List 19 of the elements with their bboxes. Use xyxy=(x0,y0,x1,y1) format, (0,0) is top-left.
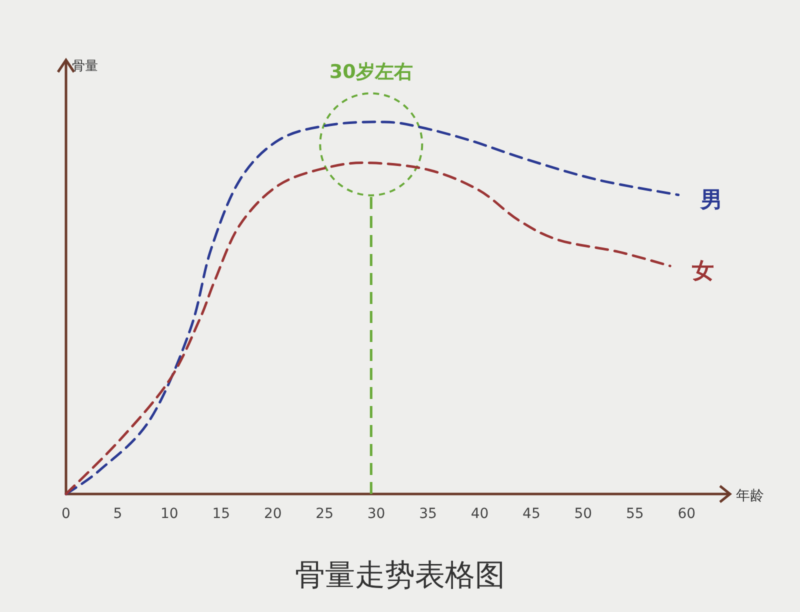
x-tick-label: 45 xyxy=(522,506,540,522)
x-tick-label: 55 xyxy=(626,506,644,522)
x-tick-label: 25 xyxy=(316,506,334,522)
x-axis-title: 年龄 xyxy=(736,488,764,504)
x-tick-label: 60 xyxy=(678,506,696,522)
series-label: 女 xyxy=(691,258,714,284)
x-tick-label: 10 xyxy=(160,506,178,522)
x-tick-label: 40 xyxy=(470,506,489,522)
x-tick-label: 35 xyxy=(419,506,437,522)
text: 骨量走势表格图 xyxy=(295,558,505,593)
series-label: 男 xyxy=(699,188,722,213)
x-tick-label: 5 xyxy=(113,506,122,522)
ref-line-label: 30岁左右 xyxy=(329,61,413,83)
x-tick-label: 30 xyxy=(367,506,386,522)
x-tick-label: 20 xyxy=(264,506,282,522)
x-tick-label: 0 xyxy=(62,506,70,522)
x-tick-label: 50 xyxy=(574,506,592,522)
y-axis-title: 骨量 xyxy=(72,59,98,74)
x-tick-label: 15 xyxy=(212,506,230,522)
